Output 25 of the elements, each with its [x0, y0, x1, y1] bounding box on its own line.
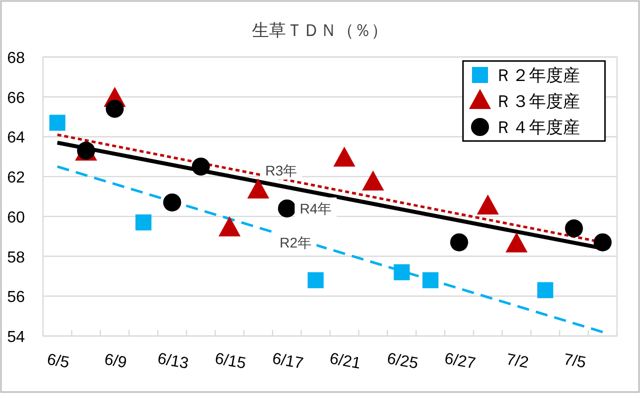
y-tick-label: 66 — [7, 90, 25, 107]
y-tick-label: 56 — [7, 289, 25, 306]
annotation: R2年 — [280, 234, 312, 250]
x-tick-label: 6/5 — [46, 351, 71, 372]
x-tick-label: 6/9 — [103, 351, 128, 372]
annotation: R3年 — [265, 162, 298, 179]
y-tick-label: 54 — [7, 329, 25, 346]
x-tick-label: 6/15 — [214, 350, 248, 373]
legend-label: Ｒ２年度産 — [495, 66, 580, 85]
x-tick-label: 6/21 — [328, 350, 362, 373]
x-tick-label: 6/27 — [443, 350, 477, 373]
y-tick-label: 64 — [7, 130, 25, 147]
x-tick-label: 7/2 — [504, 351, 530, 372]
x-tick-label: 6/17 — [270, 350, 305, 373]
legend-label: Ｒ３年度産 — [495, 92, 580, 111]
x-tick-label: 6/25 — [386, 350, 420, 373]
y-tick-label: 58 — [7, 249, 25, 266]
legend-label: Ｒ４年度産 — [495, 118, 580, 137]
y-tick-label: 60 — [7, 209, 25, 226]
y-tick-label: 62 — [7, 170, 25, 187]
x-tick-label: 6/13 — [156, 350, 190, 373]
x-tick-label: 7/5 — [562, 351, 588, 372]
annotation: R4年 — [300, 200, 332, 216]
y-tick-label: 68 — [7, 50, 25, 67]
chart-title: 生草ＴＤＮ（％） — [252, 21, 388, 40]
